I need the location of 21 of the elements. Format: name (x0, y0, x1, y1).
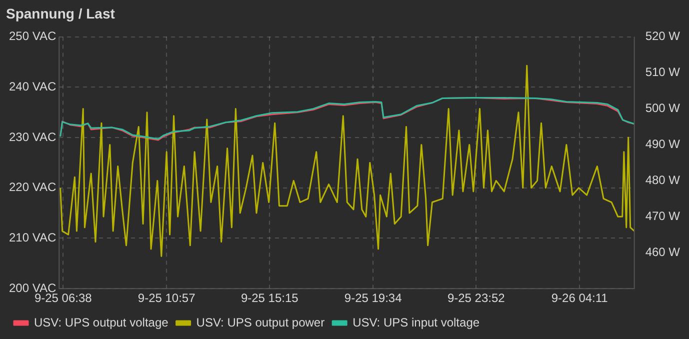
legend-label: USV: UPS input voltage (352, 315, 480, 330)
x-tick-label: 9-25 15:15 (240, 291, 299, 306)
y2-tick-label: 500 W (645, 101, 681, 116)
y-tick-label: 240 VAC (9, 79, 56, 94)
chart-title: Spannung / Last (6, 5, 116, 22)
y-tick-label: 250 VAC (9, 29, 56, 44)
y2-tick-label: 470 W (645, 208, 681, 223)
y2-tick-label: 460 W (645, 244, 681, 259)
legend-label: USV: UPS output power (196, 315, 325, 330)
x-tick-label: 9-25 19:34 (344, 291, 402, 306)
y2-tick-label: 520 W (645, 29, 681, 44)
y2-tick-label: 510 W (645, 65, 681, 80)
y-tick-label: 230 VAC (9, 130, 56, 144)
y2-tick-label: 480 W (645, 173, 681, 187)
x-tick-label: 9-26 04:11 (551, 291, 608, 306)
x-tick-label: 9-25 23:52 (447, 291, 506, 306)
x-tick-label: 9-25 10:57 (138, 291, 196, 306)
y-tick-label: 210 VAC (9, 230, 56, 245)
y2-tick-label: 490 W (645, 137, 681, 152)
legend-label: USV: UPS output voltage (34, 315, 169, 330)
y-tick-label: 220 VAC (9, 180, 56, 194)
